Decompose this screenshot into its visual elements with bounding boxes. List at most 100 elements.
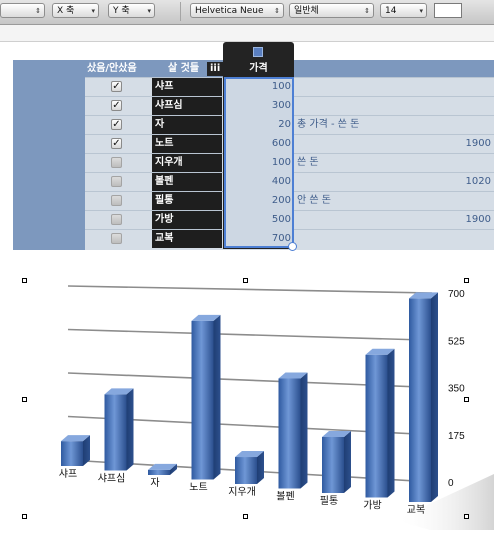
item-name-cell[interactable]: 지우개 (152, 154, 222, 172)
price-cell[interactable]: 700 (271, 233, 291, 244)
chart-canvas: 0 175 350 525 700 샤프 샤프심 자 노트 지우개 볼펜 필통 가방 교복 (59, 285, 494, 530)
font-family-popup[interactable]: Helvetica Neue ⇕ (190, 3, 284, 18)
bar-top (191, 314, 221, 321)
item-name-cell[interactable]: 샤프심 (152, 97, 222, 115)
bar-샤프[interactable] (61, 435, 90, 466)
resize-handle[interactable] (243, 278, 248, 283)
prev-popup[interactable]: ⇕ (0, 3, 45, 18)
bar-교복[interactable] (409, 292, 438, 502)
resize-handle[interactable] (243, 514, 248, 519)
fill-color-swatch[interactable] (434, 3, 462, 18)
item-name-cell[interactable]: 샤프 (152, 78, 222, 96)
bought-checkbox[interactable] (111, 233, 122, 244)
note-cell[interactable]: 총 가격 - 쓴 돈 (297, 119, 360, 130)
bar-top (61, 435, 90, 442)
font-style-value: 일반체 (294, 6, 319, 16)
bar-top (322, 430, 351, 437)
header-item[interactable]: 살 것들 (168, 63, 200, 74)
x-tick-label: 지우개 (228, 486, 256, 498)
bought-checkbox[interactable]: ✓ (111, 138, 122, 149)
price-cell[interactable]: 20 (278, 119, 291, 130)
x-axis-popup[interactable]: X 축 ▾ (52, 3, 99, 18)
y-tick-label: 700 (448, 289, 465, 300)
bar-front (278, 378, 301, 489)
bought-checkbox[interactable] (111, 214, 122, 225)
note-cell[interactable]: 안 쓴 돈 (297, 195, 331, 206)
gridline (67, 285, 433, 294)
item-name-cell[interactable]: 노트 (152, 135, 222, 153)
x-tick-label: 교복 (407, 504, 425, 516)
chevron-down-icon: ▾ (147, 7, 151, 15)
item-name-cell[interactable]: 볼펜 (152, 173, 222, 191)
bought-checkbox[interactable] (111, 195, 122, 206)
price-cell[interactable]: 400 (271, 176, 291, 187)
bar-노트[interactable] (191, 314, 221, 480)
bar-side (170, 463, 177, 475)
price-selection[interactable] (224, 77, 297, 251)
header-price[interactable]: 가격 (249, 63, 268, 74)
price-cell[interactable]: 100 (271, 81, 291, 92)
resize-handle[interactable] (464, 397, 469, 402)
y-axis-popup[interactable]: Y 축 ▾ (108, 3, 155, 18)
bar-top (278, 372, 308, 379)
bought-checkbox[interactable]: ✓ (111, 81, 122, 92)
bar-front (365, 354, 388, 498)
resize-handle[interactable] (464, 514, 469, 519)
font-style-popup[interactable]: 일반체 ⇕ (289, 3, 374, 18)
bar-chart-3d[interactable]: 0 175 350 525 700 샤프 샤프심 자 노트 지우개 볼펜 필통 가방 교복 (0, 262, 494, 536)
header-bought[interactable]: 샀음/안샀음 (87, 63, 137, 74)
bar-자[interactable] (148, 463, 177, 475)
bar-front (322, 436, 344, 493)
bar-볼펜[interactable] (278, 372, 308, 489)
bar-지우개[interactable] (235, 451, 264, 484)
resize-handle[interactable] (22, 397, 27, 402)
item-name-cell[interactable]: 자 (152, 116, 222, 134)
bar-front (104, 394, 127, 471)
bar-top (409, 292, 438, 299)
column-drag-handle-icon[interactable] (253, 47, 263, 57)
y-tick-label: 525 (448, 336, 465, 347)
bar-side (431, 292, 438, 502)
resize-handle[interactable] (464, 278, 469, 283)
price-cell[interactable]: 300 (271, 100, 291, 111)
chevron-down-icon: ▾ (91, 7, 95, 15)
price-cell[interactable]: 600 (271, 138, 291, 149)
bought-checkbox[interactable]: ✓ (111, 100, 122, 111)
font-size-field[interactable]: 14 ▾ (380, 3, 427, 18)
total-cell[interactable]: 1900 (465, 214, 491, 225)
item-name-cell[interactable]: 필통 (152, 192, 222, 210)
x-tick-label: 자 (150, 477, 159, 489)
column-menu-icon[interactable]: iii (207, 62, 224, 76)
total-cell[interactable]: 1020 (465, 176, 491, 187)
x-tick-label: 샤프심 (98, 473, 126, 485)
y-tick-label: 175 (448, 431, 465, 442)
item-name-cell[interactable]: 교복 (152, 230, 222, 248)
updown-icon: ⇕ (274, 7, 280, 15)
bar-필통[interactable] (322, 430, 351, 493)
total-cell[interactable]: 1900 (465, 138, 491, 149)
bar-샤프심[interactable] (104, 388, 134, 471)
price-cell[interactable]: 100 (271, 157, 291, 168)
x-tick-label: 샤프 (59, 468, 77, 480)
bought-checkbox[interactable] (111, 176, 122, 187)
font-family-value: Helvetica Neue (195, 6, 264, 16)
resize-handle[interactable] (22, 278, 27, 283)
bar-side (83, 435, 90, 466)
price-cell[interactable]: 200 (271, 195, 291, 206)
format-toolbar: ⇕ X 축 ▾ Y 축 ▾ Helvetica Neue ⇕ 일반체 ⇕ 14 … (0, 0, 494, 25)
price-cell[interactable]: 500 (271, 214, 291, 225)
font-size-value: 14 (385, 6, 397, 16)
bought-checkbox[interactable]: ✓ (111, 119, 122, 130)
bar-가방[interactable] (365, 348, 395, 498)
fill-handle[interactable] (288, 242, 297, 251)
note-cell[interactable]: 쓴 돈 (297, 157, 319, 168)
y-tick-label: 350 (448, 384, 465, 395)
bought-checkbox[interactable] (111, 157, 122, 168)
item-name-cell[interactable]: 가방 (152, 211, 222, 229)
bar-front (191, 320, 214, 480)
resize-handle[interactable] (22, 514, 27, 519)
x-tick-label: 필통 (320, 495, 338, 507)
bar-side (300, 372, 308, 489)
x-tick-label: 가방 (363, 500, 381, 512)
chevron-down-icon: ▾ (419, 7, 423, 15)
